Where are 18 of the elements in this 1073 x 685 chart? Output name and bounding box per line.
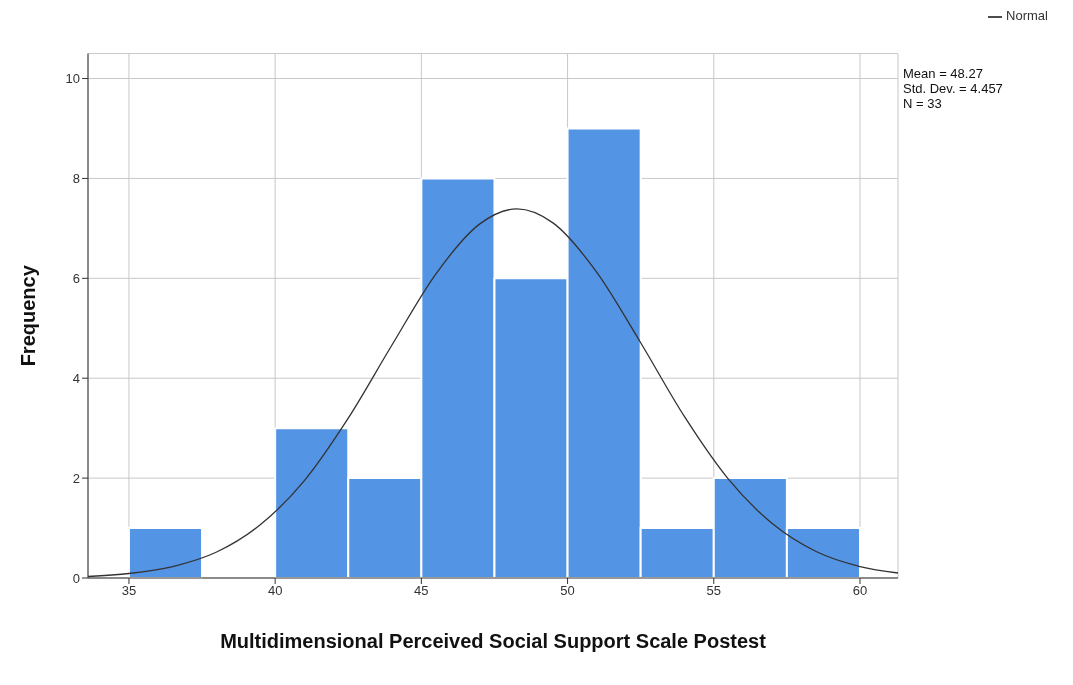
x-tick-label: 45 — [414, 583, 429, 599]
x-tick-label: 60 — [852, 583, 868, 599]
y-axis-title: Frequency — [17, 264, 40, 367]
y-tick-label: 4 — [72, 370, 80, 386]
x-tick-label: 50 — [560, 583, 575, 599]
x-axis-title: Multidimensional Perceived Social Support Scale Postest — [220, 630, 767, 652]
y-tick-label: 6 — [72, 270, 80, 286]
text: Std. Dev. = 4.457 — [903, 81, 1003, 96]
x-tick-label: 55 — [706, 583, 722, 599]
y-tick-label: 2 — [72, 470, 80, 486]
y-tick-label: 10 — [65, 71, 80, 87]
text: N = 33 — [903, 96, 943, 111]
x-tick-label: 35 — [121, 583, 137, 599]
y-tick-label: 0 — [72, 570, 80, 586]
text: Mean = 48.27 — [903, 66, 984, 81]
y-tick-label: 8 — [72, 171, 80, 187]
legend-label: Normal — [1006, 8, 1048, 23]
x-tick-label: 40 — [267, 583, 283, 599]
